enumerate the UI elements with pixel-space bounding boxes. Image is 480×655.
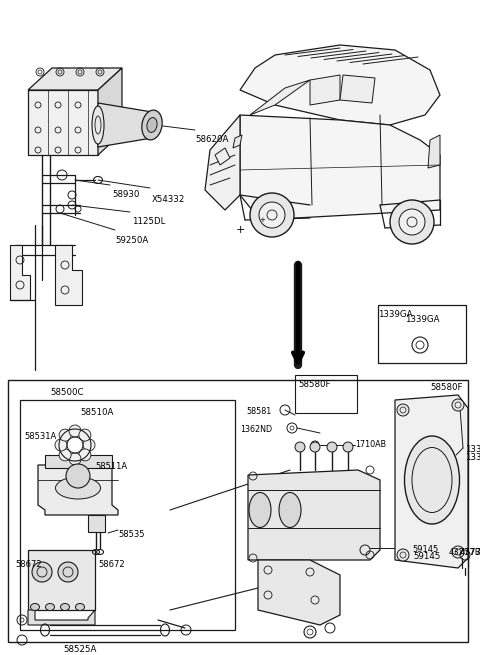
Text: 58580F: 58580F <box>298 380 331 389</box>
Polygon shape <box>28 550 95 610</box>
Bar <box>20 400 235 630</box>
Text: 1339GA: 1339GA <box>405 315 439 324</box>
Text: 58535: 58535 <box>118 530 144 539</box>
Text: 59145: 59145 <box>412 545 438 554</box>
Text: 58510A: 58510A <box>80 408 113 417</box>
Polygon shape <box>215 148 230 165</box>
Ellipse shape <box>31 603 39 610</box>
Circle shape <box>59 449 71 461</box>
Polygon shape <box>98 68 122 155</box>
Text: X54332: X54332 <box>152 195 185 204</box>
Text: 58525A: 58525A <box>63 645 96 654</box>
Ellipse shape <box>405 436 459 524</box>
Polygon shape <box>428 135 440 168</box>
Polygon shape <box>45 455 112 468</box>
Text: 58531A: 58531A <box>24 432 56 441</box>
Polygon shape <box>10 245 30 300</box>
Ellipse shape <box>147 117 157 132</box>
Text: 1362ND: 1362ND <box>240 425 272 434</box>
Text: 1710AB: 1710AB <box>355 440 386 449</box>
Ellipse shape <box>249 493 271 527</box>
Text: 58511A: 58511A <box>95 462 127 471</box>
Polygon shape <box>98 103 152 147</box>
Text: +: + <box>259 217 265 223</box>
Circle shape <box>66 464 90 488</box>
Circle shape <box>259 202 285 228</box>
Polygon shape <box>395 395 468 568</box>
Ellipse shape <box>60 603 70 610</box>
Circle shape <box>59 429 71 441</box>
Circle shape <box>399 209 425 235</box>
Polygon shape <box>28 90 98 155</box>
Circle shape <box>58 562 78 582</box>
Text: 59145: 59145 <box>413 552 440 561</box>
Circle shape <box>69 453 81 465</box>
Circle shape <box>79 429 91 441</box>
Circle shape <box>397 404 409 416</box>
Circle shape <box>390 200 434 244</box>
Circle shape <box>452 399 464 411</box>
Circle shape <box>55 439 67 451</box>
Circle shape <box>397 549 409 561</box>
Text: 58672: 58672 <box>98 560 125 569</box>
Ellipse shape <box>75 603 84 610</box>
Ellipse shape <box>279 493 301 527</box>
Circle shape <box>452 546 464 558</box>
Polygon shape <box>240 115 440 220</box>
Text: 43777B: 43777B <box>460 548 480 557</box>
Circle shape <box>32 562 52 582</box>
Text: 58930: 58930 <box>112 190 139 199</box>
Circle shape <box>250 193 294 237</box>
Polygon shape <box>28 68 122 90</box>
Text: +: + <box>235 225 245 235</box>
Polygon shape <box>55 245 82 305</box>
Polygon shape <box>88 515 105 532</box>
Text: 1339CD: 1339CD <box>465 453 480 462</box>
Circle shape <box>343 442 353 452</box>
Polygon shape <box>258 560 340 625</box>
Text: 59250A: 59250A <box>115 236 148 245</box>
Bar <box>8 380 468 642</box>
Text: 58620A: 58620A <box>195 135 228 144</box>
Text: 1339CD: 1339CD <box>465 445 480 454</box>
Text: 1339GA: 1339GA <box>378 310 412 319</box>
Circle shape <box>83 439 95 451</box>
Ellipse shape <box>92 106 104 144</box>
Circle shape <box>327 442 337 452</box>
Text: 58580F: 58580F <box>430 383 463 392</box>
Polygon shape <box>205 115 240 210</box>
Text: 1125DL: 1125DL <box>132 217 166 226</box>
Polygon shape <box>250 80 310 115</box>
Polygon shape <box>248 470 380 560</box>
Polygon shape <box>38 465 118 515</box>
Polygon shape <box>340 75 375 103</box>
Circle shape <box>79 449 91 461</box>
Polygon shape <box>233 135 242 148</box>
Text: 58500C: 58500C <box>50 388 84 397</box>
Bar <box>378 305 466 363</box>
Text: 58581: 58581 <box>247 407 272 416</box>
Polygon shape <box>28 610 95 625</box>
Polygon shape <box>240 45 440 125</box>
Bar <box>295 375 357 413</box>
Circle shape <box>295 442 305 452</box>
Circle shape <box>310 442 320 452</box>
Text: 43777B: 43777B <box>449 548 480 557</box>
Ellipse shape <box>56 477 100 499</box>
Ellipse shape <box>142 110 162 140</box>
Polygon shape <box>310 75 340 105</box>
Ellipse shape <box>46 603 55 610</box>
Circle shape <box>69 425 81 437</box>
Text: 58672: 58672 <box>15 560 42 569</box>
